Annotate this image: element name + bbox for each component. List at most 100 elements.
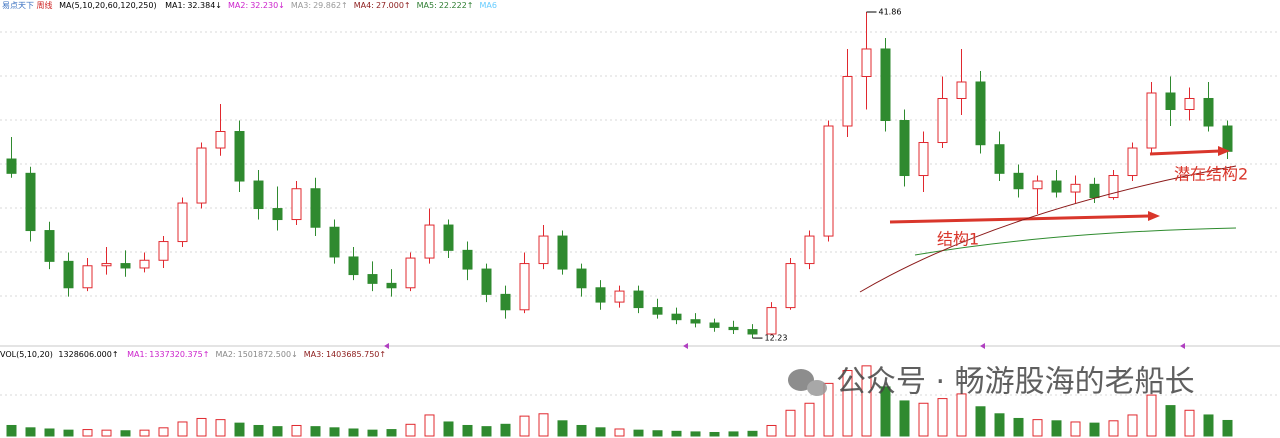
- arrow-head: [1148, 211, 1160, 221]
- volume-bar: [1165, 405, 1176, 437]
- candle-body: [956, 81, 967, 99]
- low-label: 12.23: [765, 334, 788, 343]
- candle-body: [462, 249, 473, 270]
- candle-body: [82, 265, 93, 289]
- candle-body: [234, 131, 245, 182]
- volume-bar: [310, 426, 321, 437]
- volume-bar: [519, 415, 530, 437]
- marker: [384, 343, 389, 349]
- volume-value: 1328606.000↑: [58, 350, 118, 359]
- watermark-icon: [807, 380, 827, 396]
- period: 周线: [37, 0, 53, 10]
- volume-bar: [652, 430, 663, 437]
- volume-bar: [576, 424, 587, 437]
- legend-name: MA1:: [127, 350, 147, 359]
- volume-bar: [253, 424, 264, 437]
- candle-body: [1089, 183, 1100, 199]
- candle-body: [975, 81, 986, 146]
- candle-body: [652, 307, 663, 315]
- arrow-line: [1149, 149, 1221, 156]
- ma-title: MA(5,10,20,60,120,250): [59, 1, 157, 10]
- volume-bar: [234, 422, 245, 437]
- volume-bar: [82, 429, 93, 437]
- candle-body: [766, 307, 777, 335]
- candle-body: [709, 322, 720, 328]
- candle-body: [196, 147, 207, 204]
- candle-body: [44, 230, 55, 262]
- legend-value: 1403685.750↑: [326, 350, 386, 359]
- volume-bar: [785, 409, 796, 437]
- volume-bar: [709, 431, 720, 437]
- watermark: 公众号 · 畅游股海的老船长: [788, 365, 1195, 400]
- candle-body: [6, 158, 17, 174]
- candle-body: [1165, 92, 1176, 110]
- candle-body: [348, 256, 359, 276]
- candle-body: [215, 131, 226, 149]
- legend-value: 27.000↑: [376, 1, 411, 10]
- candle-body: [1222, 125, 1233, 152]
- volume-bar: [975, 406, 986, 437]
- legend-value: 1501872.500↓: [238, 350, 298, 359]
- candle-body: [177, 202, 188, 243]
- volume-bar: [861, 365, 872, 437]
- candle-body: [63, 260, 74, 289]
- candle-body: [994, 144, 1005, 174]
- candle-body: [158, 241, 169, 261]
- volume-bar: [500, 423, 511, 437]
- candle-body: [1203, 97, 1214, 127]
- volume-legend: MA1: 1337320.375↑ MA2: 1501872.500↓ MA3: 1403…: [127, 350, 386, 359]
- volume-bar: [1146, 394, 1157, 437]
- volume-bar: [177, 421, 188, 437]
- volume-bar: [63, 429, 74, 437]
- candle-body: [1070, 183, 1081, 193]
- marks: 41.86 12.23: [6, 7, 1233, 437]
- volume-bar: [880, 386, 891, 437]
- volume-bar: [25, 427, 36, 437]
- candle-body: [253, 180, 264, 210]
- volume-bar: [633, 429, 644, 437]
- watermark-icon: [788, 369, 814, 391]
- trend-curve: [859, 165, 1237, 293]
- volume-bar: [348, 428, 359, 437]
- legend-name: MA2:: [215, 350, 235, 359]
- candle-body: [329, 226, 340, 258]
- candle-body: [1108, 175, 1119, 199]
- volume-bar: [538, 413, 549, 437]
- legend-name: MA4:: [354, 1, 374, 10]
- candle-body: [557, 235, 568, 270]
- arrow-head: [1218, 146, 1230, 156]
- candle-body: [785, 263, 796, 309]
- price-header: 易点天下 周线 MA(5,10,20,60,120,250) MA1: 32.38…: [2, 0, 497, 10]
- volume-bar: [937, 398, 948, 437]
- trend-curve: [914, 227, 1237, 256]
- volume-bar: [424, 414, 435, 437]
- volume-bar: [747, 430, 758, 437]
- legend-value: 32.384↓: [187, 1, 222, 10]
- candle-body: [386, 282, 397, 289]
- candle-body: [310, 188, 321, 228]
- candle-body: [1032, 180, 1043, 190]
- volume-bar: [1070, 421, 1081, 437]
- arrow-line: [889, 214, 1151, 224]
- candle-body: [139, 259, 150, 269]
- volume-bar: [462, 424, 473, 437]
- candle-body: [633, 290, 644, 309]
- ma-legend: MA1: 32.384↓ MA2: 32.230↓ MA3: 29.862↑ MA4: 27.…: [165, 1, 497, 10]
- annotation: 潜在结构2: [1174, 165, 1248, 184]
- volume-bar: [1032, 419, 1043, 437]
- candle-body: [424, 224, 435, 259]
- volume-bar: [405, 423, 416, 437]
- structure-arrows: [859, 146, 1237, 293]
- candle-body: [937, 97, 948, 144]
- volume-bar: [101, 429, 112, 437]
- legend-name: MA5:: [417, 1, 437, 10]
- volume-bar: [158, 427, 169, 437]
- volume-bar: [139, 429, 150, 437]
- candle-body: [500, 293, 511, 311]
- candle-body: [519, 263, 530, 311]
- marker: [1180, 343, 1185, 349]
- volume-bar: [557, 420, 568, 437]
- candle-body: [101, 263, 112, 267]
- candle-body: [25, 172, 36, 232]
